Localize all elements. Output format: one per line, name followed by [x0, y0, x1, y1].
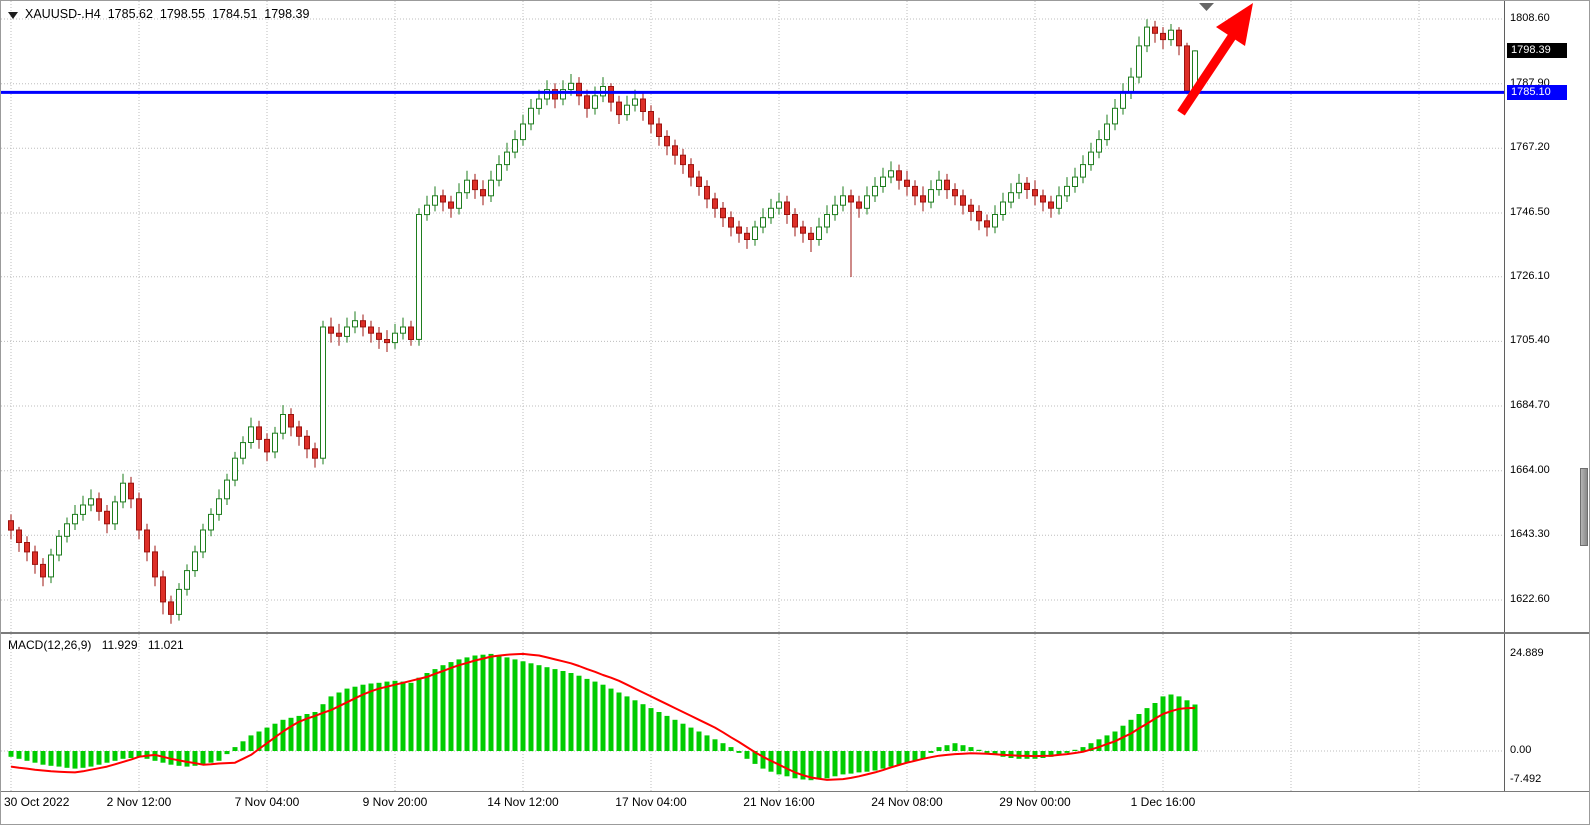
symbol-name: XAUUSD-.H4	[25, 7, 101, 21]
ohlc-high: 1798.55	[159, 7, 206, 21]
time-axis-label: 14 Nov 12:00	[487, 795, 559, 809]
current-price-badge: 1798.39	[1507, 43, 1567, 58]
macd-signal-line	[10, 652, 1196, 781]
time-axis-label: 29 Nov 00:00	[999, 795, 1071, 809]
ohlc-close: 1798.39	[264, 7, 310, 21]
time-axis-label: 1 Dec 16:00	[1130, 795, 1196, 809]
time-axis-label: 7 Nov 04:00	[234, 795, 300, 809]
macd-value-signal: 11.021	[147, 638, 184, 652]
time-axis-separator	[1, 791, 1589, 792]
scrollbar-thumb[interactable]	[1580, 468, 1588, 546]
price-axis-label: 1746.50	[1510, 206, 1550, 218]
macd-value-main: 11.929	[101, 638, 138, 652]
macd-label: MACD(12,26,9) 11.929 11.021	[8, 638, 191, 652]
price-axis-label: 1808.60	[1510, 12, 1550, 24]
panel-separator[interactable]	[1, 632, 1589, 634]
price-chart-canvas[interactable]	[1, 1, 1504, 632]
price-axis-label: 1622.60	[1510, 593, 1550, 605]
ohlc-open: 1785.62	[107, 7, 153, 21]
price-axis-label: 1767.20	[1510, 141, 1550, 153]
time-axis-label: 24 Nov 08:00	[871, 795, 943, 809]
price-axis: 1808.60 1787.90 1767.20 1746.50 1726.10 1705.…	[1504, 1, 1589, 632]
time-axis-label: 9 Nov 20:00	[362, 795, 428, 809]
time-axis: 30 Oct 2022 2 Nov 12:00 7 Nov 04:00 9 Nov 2…	[1, 793, 1589, 823]
price-axis-label: 1643.30	[1510, 528, 1550, 540]
price-axis-label: 1664.00	[1510, 464, 1550, 476]
time-axis-label: 2 Nov 12:00	[106, 795, 172, 809]
time-axis-label: 30 Oct 2022	[4, 795, 70, 809]
time-axis-label: 17 Nov 04:00	[615, 795, 687, 809]
macd-axis-label: 0.00	[1510, 744, 1532, 756]
ohlc-low: 1784.51	[212, 7, 258, 21]
hline-price-badge: 1785.10	[1507, 85, 1567, 100]
macd-axis-label: -7.492	[1510, 773, 1542, 785]
price-axis-label: 1705.40	[1510, 334, 1550, 346]
price-axis-label: 1684.70	[1510, 399, 1550, 411]
time-axis-label: 21 Nov 16:00	[743, 795, 815, 809]
price-axis-label: 1726.10	[1510, 270, 1550, 282]
macd-axis-label: 24.889	[1510, 647, 1544, 659]
macd-axis: 24.889 0.00 -7.492	[1504, 634, 1589, 791]
symbol-title: XAUUSD-.H4 1785.62 1798.55 1784.51 1798.…	[8, 7, 316, 21]
macd-panel-canvas[interactable]	[1, 634, 1504, 791]
symbol-dropdown-icon[interactable]	[8, 11, 18, 19]
macd-params: MACD(12,26,9)	[8, 638, 92, 652]
